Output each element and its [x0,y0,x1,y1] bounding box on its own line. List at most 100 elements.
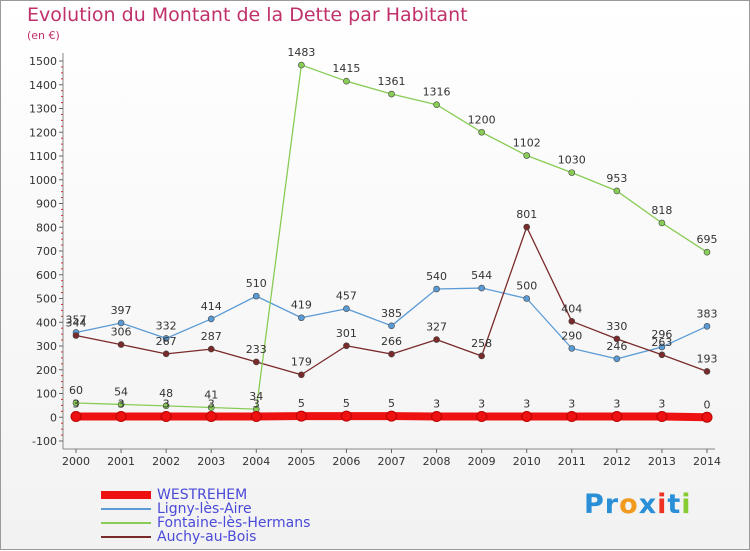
data-label-fontaine-les-hermans: 60 [69,384,83,397]
data-label-auchy-au-bois: 267 [156,335,177,348]
data-point-ligny-les-aire [389,323,395,329]
data-point-auchy-au-bois [434,337,440,343]
data-point-westrehem [296,411,306,421]
legend-swatch-ligny [101,508,151,510]
data-label-westrehem: 3 [478,398,485,411]
data-point-ligny-les-aire [298,315,304,321]
y-tick-label: 700 [36,245,57,258]
data-label-westrehem: 3 [568,398,575,411]
data-point-auchy-au-bois [208,346,214,352]
data-label-westrehem: 5 [298,397,305,410]
data-point-fontaine-les-hermans [434,102,440,108]
x-tick-label: 2010 [513,455,541,468]
y-tick-label: 1100 [29,150,57,163]
data-label-ligny-les-aire: 332 [156,319,177,332]
data-label-ligny-les-aire: 290 [561,329,582,342]
x-tick-label: 2003 [197,455,225,468]
data-label-auchy-au-bois: 344 [66,317,87,330]
y-tick-label: 1400 [29,79,57,92]
data-point-westrehem [161,412,171,422]
data-point-fontaine-les-hermans [524,153,530,159]
series-segment-fontaine-les-hermans [121,404,166,405]
data-label-westrehem: 5 [388,397,395,410]
y-tick-label: 300 [36,340,57,353]
y-tick-label: 500 [36,293,57,306]
data-point-auchy-au-bois [163,351,169,357]
y-tick-label: 0 [50,411,57,424]
data-point-auchy-au-bois [343,343,349,349]
data-label-fontaine-les-hermans: 1316 [423,86,451,99]
data-point-westrehem [251,412,261,422]
data-label-westrehem: 3 [73,398,80,411]
data-label-ligny-les-aire: 457 [336,290,357,303]
data-point-westrehem [116,412,126,422]
data-label-ligny-les-aire: 540 [426,270,447,283]
data-label-ligny-les-aire: 544 [471,269,492,282]
x-tick-label: 2000 [62,455,90,468]
data-point-ligny-les-aire [524,296,530,302]
series-segment-fontaine-les-hermans [76,403,121,404]
series-segment-auchy-au-bois [166,349,211,354]
data-label-fontaine-les-hermans: 695 [697,233,718,246]
y-tick-label: 200 [36,364,57,377]
y-tick-label: 900 [36,198,57,211]
data-label-fontaine-les-hermans: 1415 [332,62,360,75]
series-segment-westrehem [662,417,707,418]
y-tick-label: 400 [36,316,57,329]
y-tick-label: 1300 [29,103,57,116]
x-tick-label: 2013 [648,455,676,468]
x-tick-label: 2012 [603,455,631,468]
data-point-fontaine-les-hermans [389,91,395,97]
data-label-auchy-au-bois: 179 [291,356,312,369]
data-point-westrehem [567,412,577,422]
data-point-fontaine-les-hermans [343,78,349,84]
legend-label-westrehem: WESTREHEM [157,488,247,502]
data-label-auchy-au-bois: 801 [516,208,537,221]
data-label-westrehem: 5 [343,397,350,410]
data-label-auchy-au-bois: 306 [111,326,132,339]
data-label-ligny-les-aire: 414 [201,300,222,313]
data-point-auchy-au-bois [659,352,665,358]
data-label-ligny-les-aire: 246 [606,340,627,353]
y-tick-label: 600 [36,269,57,282]
x-tick-label: 2014 [693,455,721,468]
data-point-westrehem [71,412,81,422]
x-tick-label: 2007 [378,455,406,468]
data-point-westrehem [702,412,712,422]
data-label-fontaine-les-hermans: 818 [651,204,672,217]
x-tick-label: 2005 [287,455,315,468]
legend-swatch-auchy [101,536,151,538]
data-label-westrehem: 3 [658,398,665,411]
data-point-westrehem [341,411,351,421]
data-label-fontaine-les-hermans: 1483 [287,46,315,59]
data-point-ligny-les-aire [208,316,214,322]
data-label-auchy-au-bois: 193 [697,352,718,365]
data-label-auchy-au-bois: 287 [201,330,222,343]
data-point-westrehem [612,412,622,422]
data-label-fontaine-les-hermans: 1102 [513,137,541,150]
data-label-ligny-les-aire: 419 [291,299,312,312]
x-tick-label: 2001 [107,455,135,468]
data-point-auchy-au-bois [479,353,485,359]
data-label-auchy-au-bois: 330 [606,320,627,333]
legend-label-auchy: Auchy-au-Bois [157,530,256,544]
data-label-auchy-au-bois: 404 [561,302,582,315]
data-point-westrehem [657,412,667,422]
data-point-westrehem [432,412,442,422]
data-point-fontaine-les-hermans [298,62,304,68]
data-label-auchy-au-bois: 258 [471,337,492,350]
data-point-auchy-au-bois [298,372,304,378]
data-label-ligny-les-aire: 500 [516,280,537,293]
data-point-ligny-les-aire [434,286,440,292]
legend-swatch-westrehem [101,491,151,499]
legend-label-ligny: Ligny-lès-Aire [157,502,252,516]
y-tick-label: 800 [36,221,57,234]
y-tick-label: 1500 [29,55,57,68]
data-point-auchy-au-bois [73,333,79,339]
data-point-ligny-les-aire [614,356,620,362]
data-point-ligny-les-aire [343,306,349,312]
data-label-westrehem: 3 [118,398,125,411]
data-label-auchy-au-bois: 263 [651,336,672,349]
data-label-fontaine-les-hermans: 1361 [378,75,406,88]
